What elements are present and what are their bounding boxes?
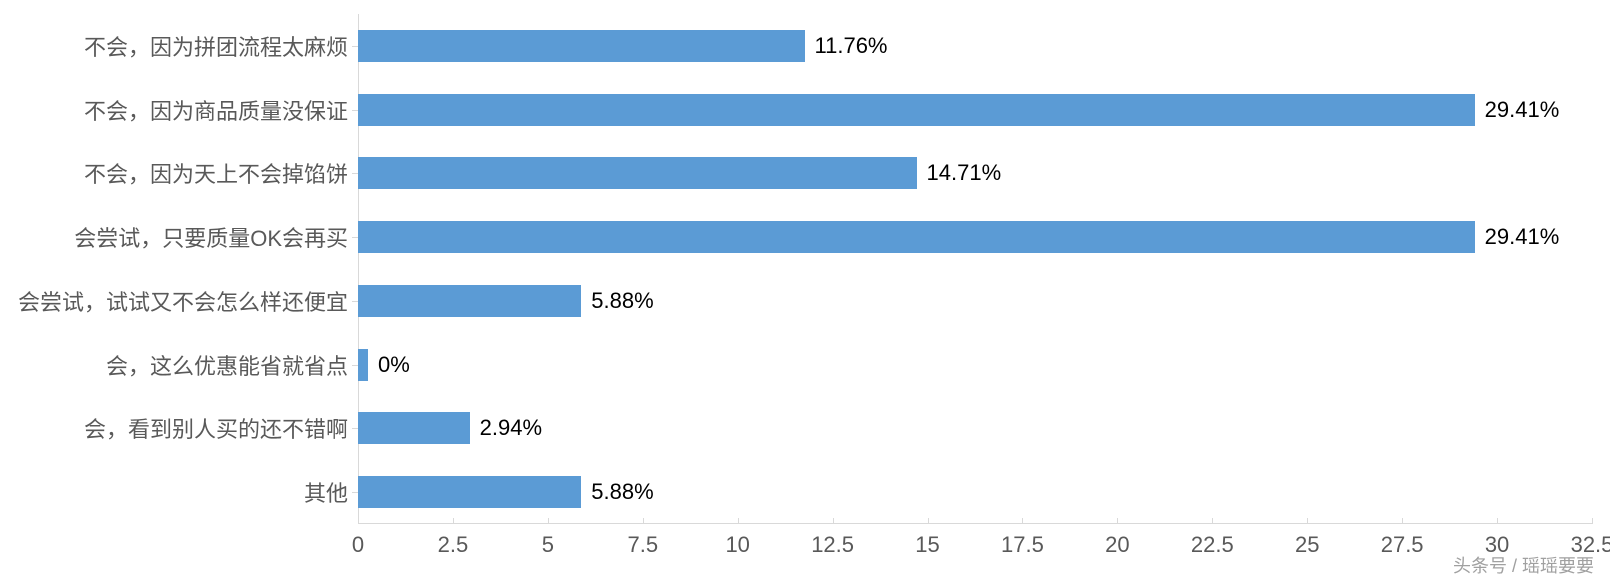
- bar: 29.41%: [358, 94, 1475, 126]
- x-tick-label: 0: [352, 532, 364, 558]
- y-axis-label: 会，看到别人买的还不错啊: [84, 412, 358, 444]
- bar: 0%: [358, 349, 368, 381]
- horizontal-bar-chart: 02.557.51012.51517.52022.52527.53032.5 不…: [0, 0, 1610, 588]
- x-tick-mark: [548, 518, 549, 524]
- x-tick-label: 25: [1295, 532, 1319, 558]
- y-axis-label: 不会，因为拼团流程太麻烦: [84, 30, 358, 62]
- bar: 11.76%: [358, 30, 805, 62]
- watermark-text: 头条号 / 瑶瑶要要: [1453, 552, 1594, 578]
- bar-value-label: 29.41%: [1475, 97, 1560, 123]
- bar-value-label: 14.71%: [917, 160, 1002, 186]
- bar-value-label: 29.41%: [1475, 224, 1560, 250]
- x-tick-label: 12.5: [811, 532, 854, 558]
- x-tick-mark: [738, 518, 739, 524]
- bar: 5.88%: [358, 476, 581, 508]
- x-tick-label: 22.5: [1191, 532, 1234, 558]
- plot-area: 02.557.51012.51517.52022.52527.53032.5 不…: [358, 14, 1592, 524]
- y-axis-label: 其他: [304, 476, 358, 508]
- x-tick-mark: [833, 518, 834, 524]
- y-axis-label: 不会，因为商品质量没保证: [84, 94, 358, 126]
- x-tick-mark: [1592, 518, 1593, 524]
- bar-value-label: 5.88%: [581, 288, 653, 314]
- x-tick-mark: [1402, 518, 1403, 524]
- x-tick-mark: [1497, 518, 1498, 524]
- bar: 29.41%: [358, 221, 1475, 253]
- y-axis-label: 会尝试，只要质量OK会再买: [74, 221, 358, 253]
- x-tick-mark: [1117, 518, 1118, 524]
- x-tick-mark: [928, 518, 929, 524]
- x-tick-mark: [358, 518, 359, 524]
- y-axis-label: 会尝试，试试又不会怎么样还便宜: [18, 285, 358, 317]
- x-tick-mark: [453, 518, 454, 524]
- x-tick-label: 10: [725, 532, 749, 558]
- bar-value-label: 0%: [368, 352, 410, 378]
- bar-value-label: 5.88%: [581, 479, 653, 505]
- x-tick-mark: [1022, 518, 1023, 524]
- bar-value-label: 2.94%: [470, 415, 542, 441]
- y-axis-label: 会，这么优惠能省就省点: [106, 349, 358, 381]
- bar: 14.71%: [358, 157, 917, 189]
- x-tick-label: 20: [1105, 532, 1129, 558]
- x-tick-label: 27.5: [1381, 532, 1424, 558]
- x-tick-mark: [643, 518, 644, 524]
- bar-value-label: 11.76%: [805, 33, 888, 59]
- x-tick-label: 5: [542, 532, 554, 558]
- x-tick-label: 17.5: [1001, 532, 1044, 558]
- y-axis-label: 不会，因为天上不会掉馅饼: [84, 157, 358, 189]
- x-axis-line: [358, 523, 1592, 524]
- bar: 2.94%: [358, 412, 470, 444]
- x-tick-label: 2.5: [438, 532, 469, 558]
- x-tick-mark: [1307, 518, 1308, 524]
- x-tick-label: 7.5: [627, 532, 658, 558]
- bar: 5.88%: [358, 285, 581, 317]
- x-tick-mark: [1212, 518, 1213, 524]
- x-tick-label: 15: [915, 532, 939, 558]
- y-axis-line: [358, 14, 359, 524]
